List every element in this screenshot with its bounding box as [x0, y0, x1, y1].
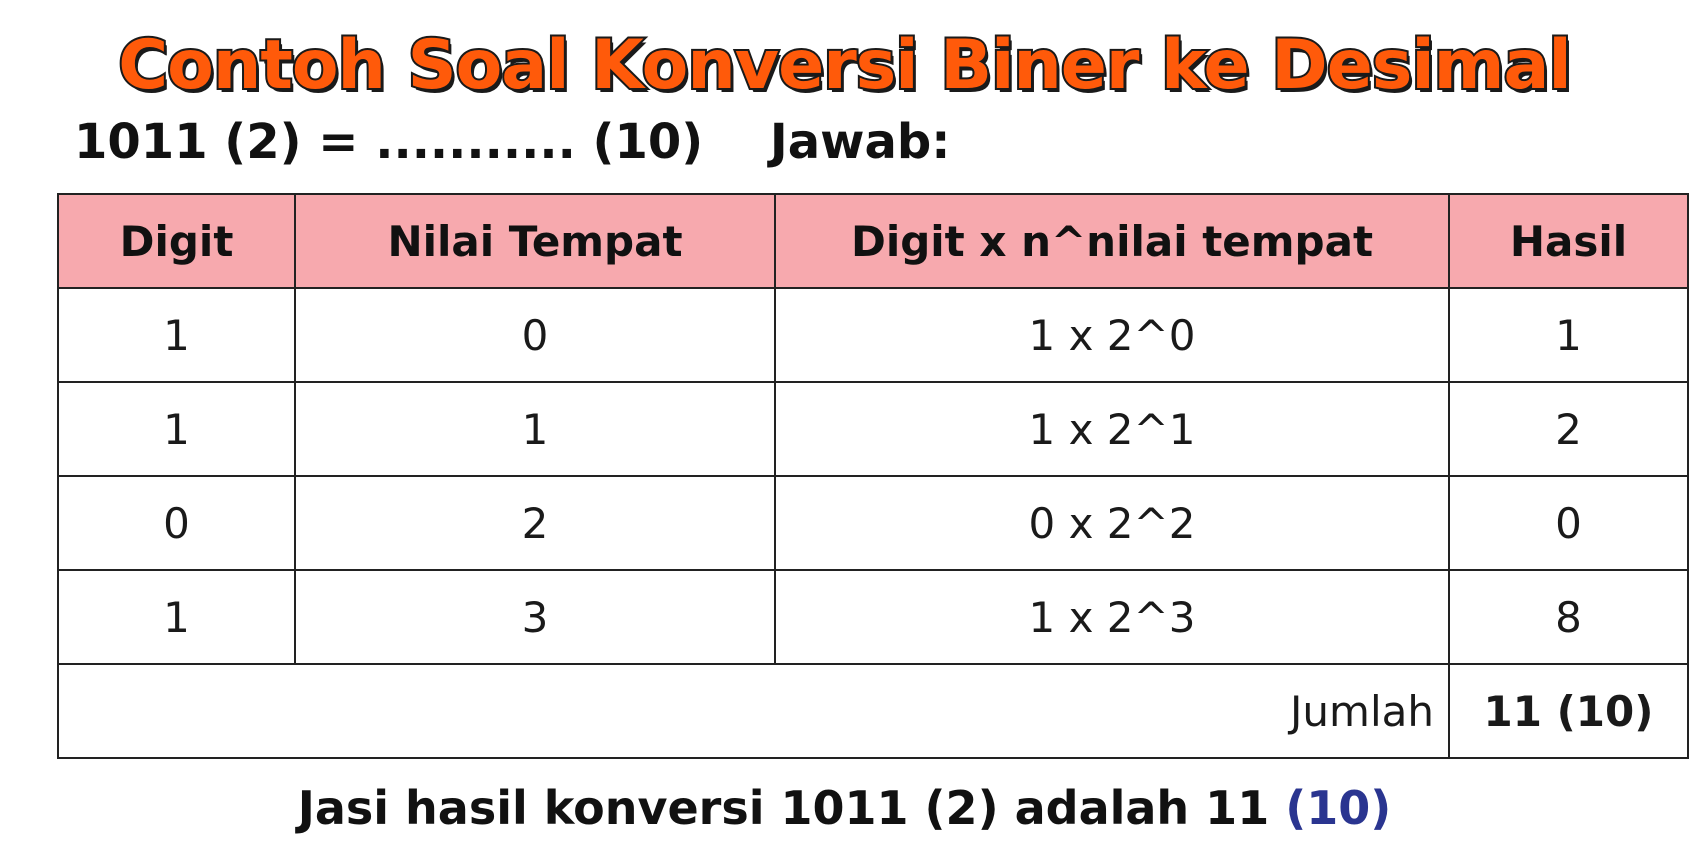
- table-row: 1 0 1 x 2^0 1: [57, 287, 1689, 383]
- table-row: 1 1 1 x 2^1 2: [57, 381, 1689, 477]
- cell-hasil: 2: [1448, 381, 1689, 477]
- cell-hasil: 1: [1448, 287, 1689, 383]
- cell-digit: 1: [57, 287, 296, 383]
- table-row: 1 3 1 x 2^3 8: [57, 569, 1689, 665]
- header-formula: Digit x n^nilai tempat: [774, 193, 1450, 289]
- cell-digit: 1: [57, 381, 296, 477]
- cell-nilai-tempat: 0: [294, 287, 776, 383]
- cell-formula: 1 x 2^3: [774, 569, 1450, 665]
- question-line: 1011 (2) = ........... (10) Jawab:: [74, 112, 950, 172]
- cell-hasil: 8: [1448, 569, 1689, 665]
- total-label: Jumlah: [57, 663, 1450, 759]
- cell-digit: 0: [57, 475, 296, 571]
- table-row: 0 2 0 x 2^2 0: [57, 475, 1689, 571]
- cell-nilai-tempat: 3: [294, 569, 776, 665]
- cell-formula: 0 x 2^2: [774, 475, 1450, 571]
- total-value: 11 (10): [1448, 663, 1689, 759]
- table-total-row: Jumlah 11 (10): [57, 663, 1689, 759]
- cell-digit: 1: [57, 569, 296, 665]
- header-digit: Digit: [57, 193, 296, 289]
- cell-formula: 1 x 2^1: [774, 381, 1450, 477]
- conversion-table: Digit Nilai Tempat Digit x n^nilai tempa…: [57, 193, 1689, 759]
- cell-hasil: 0: [1448, 475, 1689, 571]
- question-expression: 1011 (2) = ........... (10): [74, 114, 704, 170]
- answer-label: Jawab:: [769, 114, 951, 170]
- conclusion-text: Jasi hasil konversi 1011 (2) adalah 11: [297, 781, 1270, 835]
- conclusion-line: Jasi hasil konversi 1011 (2) adalah 11 (…: [0, 778, 1689, 838]
- header-nilai-tempat: Nilai Tempat: [294, 193, 776, 289]
- table-header-row: Digit Nilai Tempat Digit x n^nilai tempa…: [57, 193, 1689, 289]
- page-title: Contoh Soal Konversi Biner ke Desimal: [116, 24, 1573, 107]
- header-hasil: Hasil: [1448, 193, 1689, 289]
- cell-nilai-tempat: 2: [294, 475, 776, 571]
- cell-formula: 1 x 2^0: [774, 287, 1450, 383]
- cell-nilai-tempat: 1: [294, 381, 776, 477]
- conclusion-base: (10): [1285, 781, 1392, 835]
